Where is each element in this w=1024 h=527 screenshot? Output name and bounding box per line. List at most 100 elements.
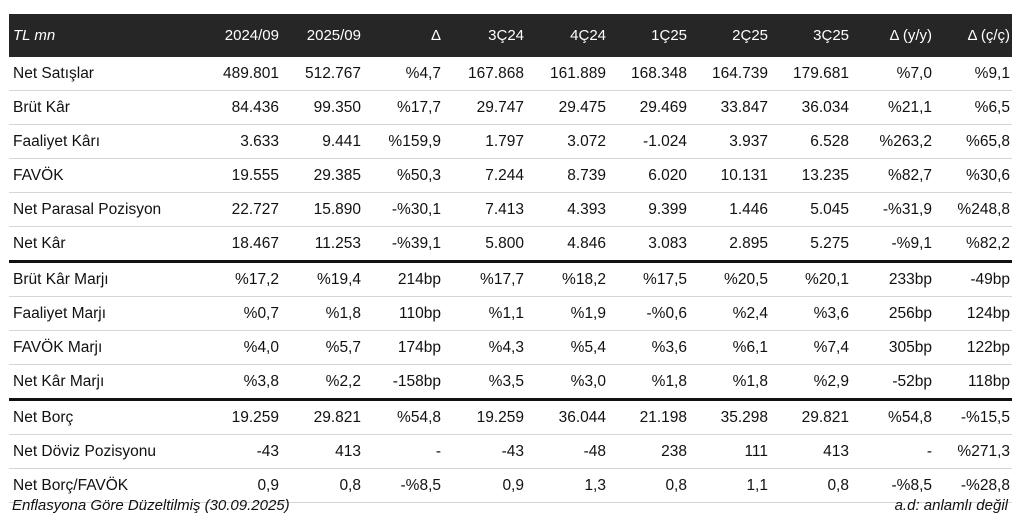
table-cell: -%0,6	[646, 304, 688, 322]
table-cell: 9.399	[648, 200, 687, 218]
table-cell: 29.747	[476, 98, 524, 116]
table-cell: %2,4	[732, 304, 768, 322]
table-cell: 179.681	[792, 64, 849, 82]
header-cell: 1Ç25	[651, 27, 687, 44]
table-cell: 29.821	[313, 408, 361, 426]
table-cell: 168.348	[630, 64, 687, 82]
table-cell: 21.198	[639, 408, 687, 426]
table-cell: 161.889	[549, 64, 606, 82]
row-label: FAVÖK Marjı	[13, 338, 103, 356]
table-cell: %263,2	[879, 132, 932, 150]
table-cell: 3.083	[648, 234, 687, 252]
table-header-row: TL mn 2024/09 2025/09 Δ 3Ç24 4Ç24 1Ç25 2…	[9, 14, 1012, 57]
table-cell: -%28,8	[960, 476, 1010, 494]
table-cell: %2,9	[813, 372, 849, 390]
table-cell: 489.801	[222, 64, 279, 82]
table-cell: 413	[823, 442, 849, 460]
table-row: Net Kâr 18.467 11.253 -%39,1 5.800 4.846…	[9, 227, 1012, 263]
table-cell: 8.739	[567, 166, 606, 184]
table-cell: 3.937	[729, 132, 768, 150]
table-cell: 6.528	[810, 132, 849, 150]
table-cell: %17,2	[235, 270, 279, 288]
table-cell: %1,8	[325, 304, 361, 322]
table-cell: %3,6	[651, 338, 687, 356]
table-cell: %7,0	[896, 64, 932, 82]
table-row: Faaliyet Kârı 3.633 9.441 %159,9 1.797 3…	[9, 125, 1012, 159]
table-cell: 9.441	[322, 132, 361, 150]
header-cell: 2025/09	[306, 27, 361, 44]
table-cell: -48	[583, 442, 606, 460]
table-cell: %20,5	[724, 270, 768, 288]
financial-table: TL mn 2024/09 2025/09 Δ 3Ç24 4Ç24 1Ç25 2…	[9, 14, 1012, 503]
table-cell: %17,5	[643, 270, 687, 288]
table-cell: 10.131	[720, 166, 768, 184]
table-cell: 305bp	[888, 338, 932, 356]
table-cell: 36.034	[801, 98, 849, 116]
table-row: Net Borç 19.259 29.821 %54,8 19.259 36.0…	[9, 401, 1012, 435]
table-cell: -43	[256, 442, 279, 460]
table-cell: %6,1	[732, 338, 768, 356]
table-cell: 36.044	[558, 408, 606, 426]
row-label: FAVÖK	[13, 166, 64, 184]
table-cell: 238	[661, 442, 687, 460]
table-cell: 35.298	[720, 408, 768, 426]
table-cell: 33.847	[720, 98, 768, 116]
table-cell: %17,7	[397, 98, 441, 116]
table-cell: -49bp	[970, 270, 1010, 288]
table-cell: %54,8	[888, 408, 932, 426]
table-row: Faaliyet Marjı %0,7 %1,8 110bp %1,1 %1,9…	[9, 297, 1012, 331]
table-cell: %7,4	[813, 338, 849, 356]
table-row: Net Borç/FAVÖK 0,9 0,8 -%8,5 0,9 1,3 0,8…	[9, 469, 1012, 503]
table-cell: -%30,1	[391, 200, 441, 218]
row-label: Net Borç/FAVÖK	[13, 476, 129, 494]
table-cell: -%9,1	[891, 234, 933, 252]
table-cell: %3,5	[488, 372, 524, 390]
header-cell: Δ (y/y)	[889, 27, 932, 44]
table-cell: %6,5	[974, 98, 1010, 116]
table-cell: 214bp	[397, 270, 441, 288]
table-cell: %0,7	[243, 304, 279, 322]
table-cell: 99.350	[313, 98, 361, 116]
table-row: Net Parasal Pozisyon 22.727 15.890 -%30,…	[9, 193, 1012, 227]
header-cell: Δ (ç/ç)	[967, 27, 1010, 44]
table-cell: %50,3	[397, 166, 441, 184]
table-cell: %1,9	[570, 304, 606, 322]
table-row: Net Kâr Marjı %3,8 %2,2 -158bp %3,5 %3,0…	[9, 365, 1012, 401]
table-cell: 3.633	[240, 132, 279, 150]
table-cell: 233bp	[888, 270, 932, 288]
table-cell: -%8,5	[891, 476, 933, 494]
table-cell: -	[926, 442, 932, 460]
header-cell: Δ	[430, 27, 441, 44]
table-cell: -	[435, 442, 441, 460]
row-label: Faaliyet Kârı	[13, 132, 101, 150]
table-cell: 0,9	[502, 476, 524, 494]
table-cell: 3.072	[567, 132, 606, 150]
table-cell: %21,1	[888, 98, 932, 116]
row-label: Brüt Kâr	[13, 98, 70, 116]
table-cell: 256bp	[888, 304, 932, 322]
table-cell: 122bp	[966, 338, 1010, 356]
table-cell: %5,4	[570, 338, 606, 356]
table-cell: 0,8	[665, 476, 687, 494]
table-cell: 1,3	[584, 476, 606, 494]
table-cell: 18.467	[231, 234, 279, 252]
table-cell: 5.275	[810, 234, 849, 252]
table-cell: 4.393	[567, 200, 606, 218]
table-cell: %2,2	[325, 372, 361, 390]
table-cell: 29.821	[801, 408, 849, 426]
table-cell: 19.259	[476, 408, 524, 426]
table-cell: 167.868	[467, 64, 524, 82]
header-cell: 2Ç25	[732, 27, 768, 44]
table-cell: 29.469	[639, 98, 687, 116]
table-cell: %18,2	[562, 270, 606, 288]
table-cell: %248,8	[957, 200, 1010, 218]
table-cell: %54,8	[397, 408, 441, 426]
table-cell: %1,8	[651, 372, 687, 390]
table-cell: 118bp	[968, 372, 1010, 390]
table-cell: 29.475	[558, 98, 606, 116]
table-cell: 111	[744, 442, 768, 460]
table-cell: 164.739	[711, 64, 768, 82]
table-cell: %82,7	[888, 166, 932, 184]
table-cell: -52bp	[892, 372, 932, 390]
table-cell: -%8,5	[400, 476, 442, 494]
